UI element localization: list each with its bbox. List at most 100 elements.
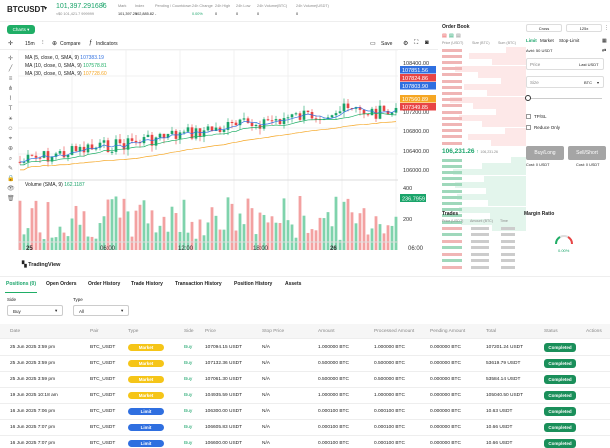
gear-icon[interactable]: ⚙: [403, 41, 409, 47]
order-book-bid-row[interactable]: [441, 163, 526, 170]
history-tab[interactable]: Transaction History: [175, 281, 222, 287]
charts-button[interactable]: Charts ▾: [7, 25, 35, 34]
brush-icon[interactable]: ⚹: [8, 116, 13, 122]
order-book-ask-row[interactable]: [441, 115, 526, 122]
trade-amount: [471, 246, 489, 249]
order-book-bid-row[interactable]: [441, 188, 526, 194]
side-filter-select[interactable]: Buy ▾: [7, 305, 63, 316]
order-book-ask-row[interactable]: [441, 133, 526, 140]
indicators-button[interactable]: Indicators: [96, 41, 118, 47]
chevron-down-icon[interactable]: ▾: [44, 6, 48, 12]
help-icon[interactable]: ?: [101, 3, 105, 9]
more-icon[interactable]: ⋮: [604, 25, 609, 31]
type-filter-select[interactable]: All ▾: [73, 305, 129, 316]
eye-icon[interactable]: 👁: [7, 186, 15, 192]
order-book-bid-row[interactable]: [441, 200, 526, 207]
book-bids-icon[interactable]: ▤: [449, 33, 454, 39]
fullscreen-icon[interactable]: ⛶: [414, 40, 419, 46]
size-input[interactable]: Size BTC ▾: [526, 76, 604, 88]
text-icon[interactable]: T: [8, 106, 13, 112]
magnet-icon[interactable]: ⌕: [8, 156, 13, 162]
table-row[interactable]: 25 Jun 2025 3:59 pm BTC_USDT Market Buy 1070…: [0, 372, 610, 388]
order-book-ask-row[interactable]: [441, 140, 526, 146]
pencil-icon[interactable]: ✎: [7, 166, 14, 172]
order-book-ask-row[interactable]: [441, 109, 526, 115]
size-slider[interactable]: [528, 98, 602, 99]
order-book-ask-row[interactable]: [441, 84, 526, 91]
book-asks-icon[interactable]: ▤: [442, 33, 447, 39]
leverage-button[interactable]: 125x: [566, 24, 602, 32]
history-tab[interactable]: Trade History: [131, 281, 163, 287]
book-both-icon[interactable]: ▤: [456, 33, 461, 39]
table-row[interactable]: 16 Jun 2025 7:07 pm BTC_USDT Limit Buy 10660…: [0, 436, 610, 448]
history-tab[interactable]: Order History: [88, 281, 121, 287]
order-book-bid-row[interactable]: [441, 194, 526, 201]
table-row[interactable]: 19 Jun 2025 10:18 am BTC_USDT Market Buy 104…: [0, 388, 610, 404]
transfer-icon[interactable]: ⇄: [602, 48, 607, 54]
order-book-bid-row[interactable]: [441, 157, 526, 163]
measure-icon[interactable]: ⌖: [8, 136, 13, 142]
order-book-ask-row[interactable]: [441, 102, 526, 109]
slider-handle[interactable]: [525, 95, 531, 101]
order-book-bid-row[interactable]: [441, 212, 526, 219]
reduce-only-checkbox[interactable]: [526, 125, 531, 130]
order-book-ask-row[interactable]: [441, 65, 526, 72]
history-tab[interactable]: Positions (0): [6, 281, 37, 287]
price-chart[interactable]: 108400.00 107200.00 106800.00 106400.00 1060…: [18, 50, 438, 285]
order-book-ask-row[interactable]: [441, 59, 526, 66]
order-type-tab[interactable]: Stop-Limit: [559, 38, 580, 43]
order-book-ask-row[interactable]: [441, 90, 526, 97]
order-book-bid-row[interactable]: [441, 206, 526, 213]
table-row[interactable]: 16 Jun 2025 7:07 pm BTC_USDT Limit Buy 10660…: [0, 420, 610, 436]
interval-select[interactable]: 15m: [25, 41, 35, 47]
cursor-icon[interactable]: ✛: [7, 56, 14, 62]
order-type-tab[interactable]: Market: [540, 38, 554, 43]
order-book-ask-row[interactable]: [441, 96, 526, 103]
indicators-icon[interactable]: ƒ: [89, 40, 93, 46]
trash-icon[interactable]: 🗑: [7, 196, 15, 202]
crosshair-icon[interactable]: ✛: [8, 41, 14, 47]
candle-body: [338, 111, 342, 114]
price-input[interactable]: Price Last USDT: [526, 58, 604, 70]
compare-icon[interactable]: ⊕: [52, 41, 58, 47]
history-tab[interactable]: Position History: [234, 281, 273, 287]
table-row[interactable]: 25 Jun 2025 3:59 pm BTC_USDT Market Buy 1070…: [0, 340, 610, 356]
order-book-ask-row[interactable]: [441, 127, 526, 134]
symbol-title[interactable]: BTCUSDT: [7, 5, 46, 14]
history-tab[interactable]: Open Orders: [46, 281, 77, 287]
projection-icon[interactable]: ⌇: [9, 96, 12, 102]
order-book-ask-row[interactable]: [441, 121, 526, 128]
order-book-bid-row[interactable]: [441, 169, 526, 176]
table-row[interactable]: 16 Jun 2025 7:06 pm BTC_USDT Limit Buy 10630…: [0, 404, 610, 420]
table-row[interactable]: 25 Jun 2025 3:59 pm BTC_USDT Market Buy 1071…: [0, 356, 610, 372]
sell-short-button[interactable]: Sell/Short: [568, 146, 606, 160]
camera-icon[interactable]: ◙: [425, 40, 429, 46]
order-type-tab[interactable]: Limit: [526, 38, 537, 43]
order-book-bid-row[interactable]: [441, 219, 526, 225]
pattern-icon[interactable]: ⋔: [7, 86, 14, 92]
history-tab[interactable]: Assets: [285, 281, 302, 287]
calculator-icon[interactable]: ▦: [602, 38, 607, 44]
volume-bar: [46, 202, 50, 250]
buy-long-button[interactable]: Buy/Long: [526, 146, 564, 160]
order-book-bid-row[interactable]: [441, 181, 526, 188]
candle-type-icon[interactable]: ⫶: [42, 40, 44, 46]
compare-button[interactable]: Compare: [60, 41, 81, 47]
fib-icon[interactable]: ≡: [8, 76, 13, 82]
price-unit[interactable]: Last USDT: [579, 62, 599, 67]
order-book-bid-row[interactable]: [441, 175, 526, 182]
size-unit[interactable]: BTC: [584, 80, 592, 85]
order-book-ask-row[interactable]: [441, 71, 526, 78]
order-book-ask-row[interactable]: [441, 53, 526, 60]
tpsl-checkbox[interactable]: [526, 114, 531, 119]
order-book-ask-row[interactable]: [441, 78, 526, 84]
lock-icon[interactable]: 🔒: [7, 176, 15, 182]
emoji-icon[interactable]: ☺: [7, 126, 14, 132]
order-book-ask-row[interactable]: [441, 47, 526, 53]
layout-icon[interactable]: ▭: [370, 41, 376, 47]
save-button[interactable]: Save: [381, 41, 393, 47]
zoom-icon[interactable]: ⊕: [7, 146, 14, 152]
chevron-down-icon[interactable]: ▾: [597, 80, 600, 85]
trend-line-icon[interactable]: ╱: [8, 66, 13, 72]
margin-mode-button[interactable]: Cross: [526, 24, 562, 32]
